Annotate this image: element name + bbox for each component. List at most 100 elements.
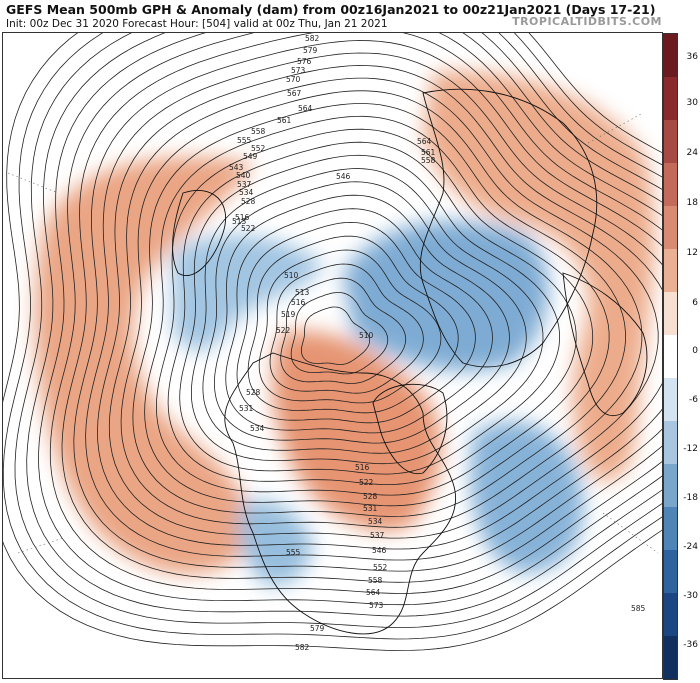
contour-label: 537 <box>370 531 385 540</box>
colorbar-swatch <box>664 550 677 594</box>
colorbar-swatch <box>664 206 677 250</box>
contour-label: 549 <box>243 152 258 161</box>
contour-label: 516 <box>355 463 370 472</box>
colorbar-swatch <box>664 292 677 336</box>
contour-label: 531 <box>239 404 254 413</box>
height-contour <box>97 65 662 550</box>
colorbar-swatch <box>664 507 677 551</box>
colorbar-swatch <box>664 34 677 78</box>
height-contour <box>258 249 442 404</box>
colorbar-tick: 30 <box>686 98 698 108</box>
colorbar-tick: 36 <box>686 52 698 62</box>
chart-title: GEFS Mean 500mb GPH & Anomaly (dam) from… <box>6 2 656 17</box>
coastline-europe <box>562 272 648 417</box>
contour-label: 585 <box>631 604 646 613</box>
contour-label: 567 <box>287 89 302 98</box>
height-contour <box>290 292 389 375</box>
colorbar-tick: -36 <box>683 640 698 650</box>
contour-label: 552 <box>251 144 266 153</box>
height-contour <box>85 52 662 561</box>
contour-label: 582 <box>305 34 320 43</box>
height-contour <box>190 168 544 465</box>
chart-subtitle: Init: 00z Dec 31 2020 Forecast Hour: [50… <box>6 18 388 30</box>
height-contour <box>167 141 577 485</box>
height-contour <box>155 128 594 496</box>
colorbar-swatch <box>664 378 677 422</box>
contour-label: 564 <box>366 588 381 597</box>
height-contour <box>236 221 476 424</box>
colorbar-swatch <box>664 249 677 293</box>
height-contour <box>179 154 561 475</box>
colorbar-tick: -24 <box>683 542 698 552</box>
contour-label: 558 <box>421 156 436 165</box>
colorbar-swatch <box>664 421 677 465</box>
contour-label: 534 <box>250 424 265 433</box>
height-contours <box>3 33 662 651</box>
contour-label: 579 <box>303 46 318 55</box>
colorbar-swatch <box>664 636 677 680</box>
contour-label: 558 <box>368 576 383 585</box>
contour-label: 546 <box>336 172 351 181</box>
contour-label: 582 <box>295 643 310 652</box>
colorbar-tick: -6 <box>689 395 698 405</box>
colorbar-tick: 12 <box>686 248 698 258</box>
height-contour <box>144 115 610 507</box>
contour-label: 579 <box>310 624 325 633</box>
colorbar-swatch <box>664 593 677 637</box>
height-contour <box>132 103 626 517</box>
anomaly-negative-atlantic <box>470 421 584 573</box>
colorbar-tick: 6 <box>692 298 698 308</box>
colorbar-swatch <box>664 120 677 164</box>
contour-label: 564 <box>417 137 432 146</box>
coastline-eurasia <box>419 88 598 368</box>
contour-label: 561 <box>421 148 436 157</box>
height-contour <box>3 33 662 651</box>
height-contour <box>61 33 662 583</box>
contour-labels: 582 579 576 573 570 567 564 561 558 555 … <box>229 34 646 652</box>
contour-label: 570 <box>286 75 301 84</box>
height-contour <box>108 77 659 539</box>
height-contour <box>14 33 662 628</box>
height-contour <box>280 277 407 384</box>
colorbar-tick: 18 <box>686 198 698 208</box>
coastline-north-america <box>224 352 457 635</box>
contour-label: 522 <box>241 224 256 233</box>
contour-label: 561 <box>277 116 292 125</box>
contour-label: 573 <box>291 66 306 75</box>
colorbar-tick: -12 <box>683 444 698 454</box>
contour-label: 555 <box>286 548 301 557</box>
colorbar-tick: 0 <box>692 346 698 356</box>
contour-label: 516 <box>235 213 250 222</box>
contour-label: 558 <box>251 127 266 136</box>
contour-label: 510 <box>284 271 299 280</box>
colorbar-swatch <box>664 163 677 207</box>
contour-label: 522 <box>359 478 374 487</box>
height-contour <box>26 33 662 617</box>
height-contour <box>120 90 643 528</box>
coastline-asia-east <box>172 189 227 276</box>
colorbar-swatch <box>664 335 677 379</box>
contour-label: 516 <box>291 298 306 307</box>
coastlines <box>172 88 648 635</box>
contour-label: 564 <box>298 104 313 113</box>
colorbar-labels: 36 30 24 18 12 6 0 -6 -12 -18 -24 -30 -3… <box>680 33 700 678</box>
colorbar-swatch <box>664 464 677 508</box>
height-contour <box>225 208 493 434</box>
contour-label: 576 <box>297 57 312 66</box>
map-panel: 582 579 576 573 570 567 564 561 558 555 … <box>2 32 663 679</box>
anomaly-positive-arctic <box>272 331 442 531</box>
anomaly-negative-siberia <box>343 221 549 372</box>
coastline-greenland <box>372 383 448 475</box>
height-contour <box>49 33 662 594</box>
height-contour <box>38 33 662 606</box>
height-contour <box>213 194 510 444</box>
contour-label: 513 <box>295 288 310 297</box>
contour-label: 522 <box>276 326 291 335</box>
contour-label: 534 <box>239 188 254 197</box>
height-contour <box>269 263 424 394</box>
brand-watermark: TROPICALTIDBITS.COM <box>512 15 662 28</box>
colorbar <box>663 33 678 680</box>
contour-label: 528 <box>363 492 378 501</box>
contour-label: 555 <box>237 136 252 145</box>
contour-label: 546 <box>372 546 387 555</box>
